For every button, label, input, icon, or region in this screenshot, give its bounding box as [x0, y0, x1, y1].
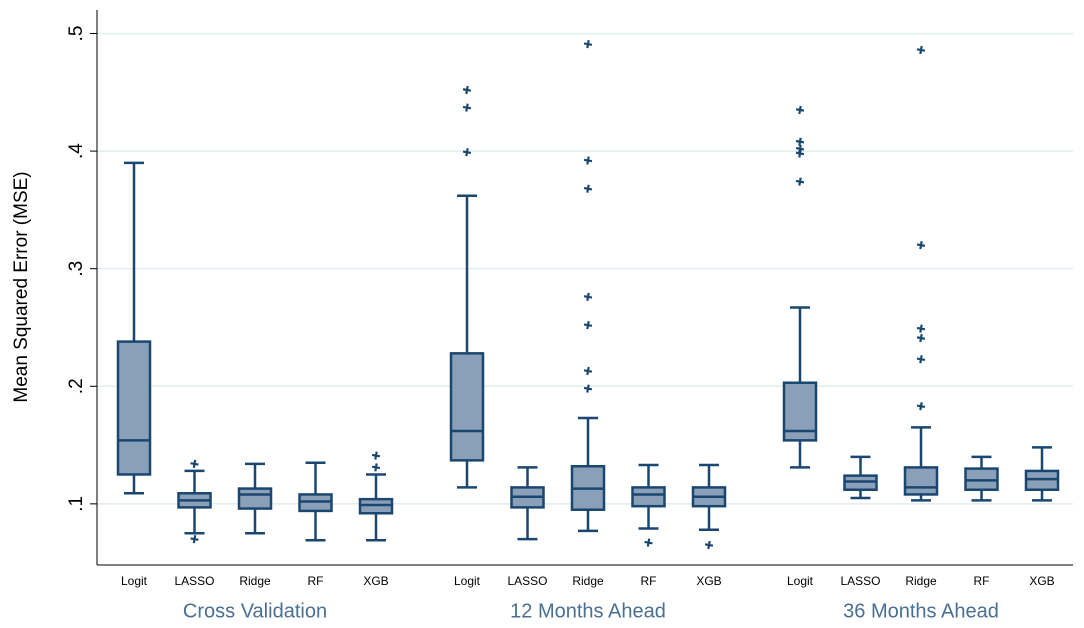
outlier: [795, 105, 805, 115]
x-tick-label: Logit: [454, 574, 481, 588]
x-tick-label: XGB: [696, 574, 721, 588]
box: [116, 340, 152, 476]
outlier: [583, 320, 593, 330]
x-tick-label: RF: [641, 574, 657, 588]
x-tick-label: Logit: [121, 574, 148, 588]
outlier: [462, 103, 472, 112]
outlier: [916, 355, 926, 364]
outlier: [704, 540, 714, 550]
outlier: [916, 402, 926, 411]
x-tick-label: Ridge: [905, 574, 937, 588]
outlier: [190, 535, 199, 544]
x-tick-label: Ridge: [572, 574, 604, 588]
outlier: [583, 384, 593, 393]
outlier: [916, 45, 926, 55]
x-tick-label: Logit: [787, 574, 814, 588]
x-tick-label: XGB: [1029, 574, 1054, 588]
outlier: [795, 177, 805, 186]
x-tick-label: XGB: [363, 574, 388, 588]
outlier: [644, 538, 653, 547]
y-axis-title: Mean Squared Error (MSE): [11, 171, 32, 402]
y-tick-label: .5: [66, 26, 87, 42]
outlier: [583, 366, 593, 376]
box: [237, 487, 273, 510]
outlier: [583, 184, 593, 193]
group-label: Cross Validation: [183, 600, 327, 622]
x-tick-label: LASSO: [840, 574, 880, 588]
y-tick-label: .1: [66, 496, 87, 512]
outlier: [462, 85, 472, 95]
outlier: [462, 148, 472, 157]
outlier: [190, 459, 199, 469]
y-tick-label: .4: [66, 143, 87, 159]
x-tick-label: Ridge: [239, 574, 271, 588]
y-tick-label: .2: [66, 378, 87, 394]
outlier: [583, 156, 593, 165]
x-tick-label: RF: [974, 574, 990, 588]
outlier: [795, 137, 805, 146]
outlier: [795, 149, 805, 158]
outlier: [916, 241, 926, 250]
x-tick-label: LASSO: [507, 574, 547, 588]
outlier: [583, 292, 593, 302]
box: [903, 466, 939, 496]
y-tick-label: .3: [66, 261, 87, 277]
outlier: [916, 324, 926, 333]
box: [631, 486, 666, 508]
outlier: [371, 463, 381, 472]
group-label: 12 Months Ahead: [510, 600, 666, 622]
x-tick-label: RF: [308, 574, 324, 588]
box: [449, 352, 485, 462]
x-tick-label: LASSO: [174, 574, 214, 588]
outlier: [916, 333, 926, 343]
outlier: [371, 451, 381, 460]
outlier: [583, 39, 593, 49]
group-label: 36 Months Ahead: [843, 600, 999, 622]
